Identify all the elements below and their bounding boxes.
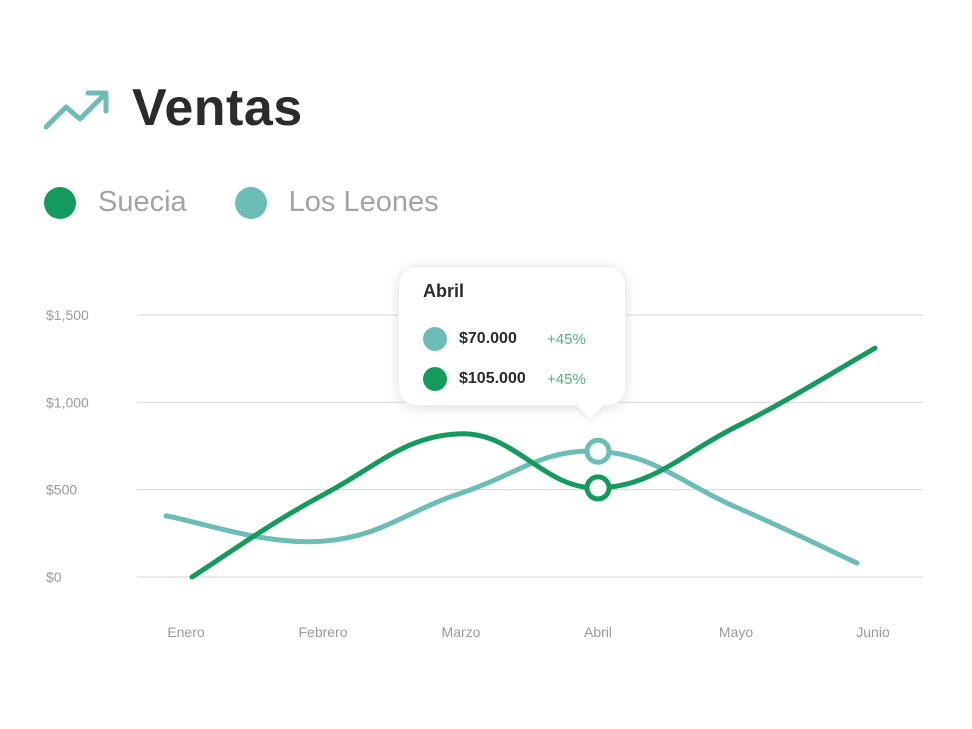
y-tick-label: $1,500 [46,307,89,323]
legend-dot-suecia [44,186,76,219]
y-axis-ticks: $0 $500 $1,000 $1,500 [46,307,89,585]
x-axis-ticks: Enero Febrero Marzo Abril Mayo Junio [167,624,890,640]
legend-item-suecia[interactable]: Suecia [44,186,187,219]
legend-label: Suecia [98,186,187,218]
tooltip-value: $105.000 [459,370,526,387]
tooltip-row-suecia: $105.000 +45% [423,367,586,391]
tooltip-change: +45% [547,370,586,388]
highlight-marker-suecia[interactable] [584,474,612,502]
x-tick-label: Abril [584,624,612,640]
series-lines [163,345,878,580]
tooltip-change: +45% [547,330,586,348]
tooltip-row-los-leones: $70.000 +45% [423,327,586,351]
highlight-marker-los-leones[interactable] [584,437,612,465]
legend-dot-los-leones [234,186,267,219]
series-line-suecia [189,345,878,580]
x-tick-label: Junio [856,624,890,640]
x-tick-label: Enero [167,624,205,640]
legend-label: Los Leones [288,186,439,218]
x-tick-label: Febrero [298,624,347,640]
y-tick-label: $1,000 [46,394,89,410]
tooltip-value: $70.000 [459,330,517,347]
trending-up-icon [44,90,109,130]
chart-header: Ventas [44,78,303,138]
tooltip-dot-los-leones [423,327,447,351]
x-tick-label: Mayo [719,624,753,640]
tooltip-title: Abril [423,281,465,301]
page-title: Ventas [132,79,303,137]
x-tick-label: Marzo [442,624,481,640]
highlight-markers [584,437,612,502]
y-tick-label: $0 [46,569,62,585]
chart-legend: Suecia Los Leones [44,186,487,219]
legend-item-los-leones[interactable]: Los Leones [234,186,439,219]
y-tick-label: $500 [46,482,77,498]
series-line-los-leones [163,448,860,566]
tooltip-dot-suecia [423,367,447,391]
chart-tooltip: Abril $70.000 +45% $105.000 +45% [398,266,626,406]
